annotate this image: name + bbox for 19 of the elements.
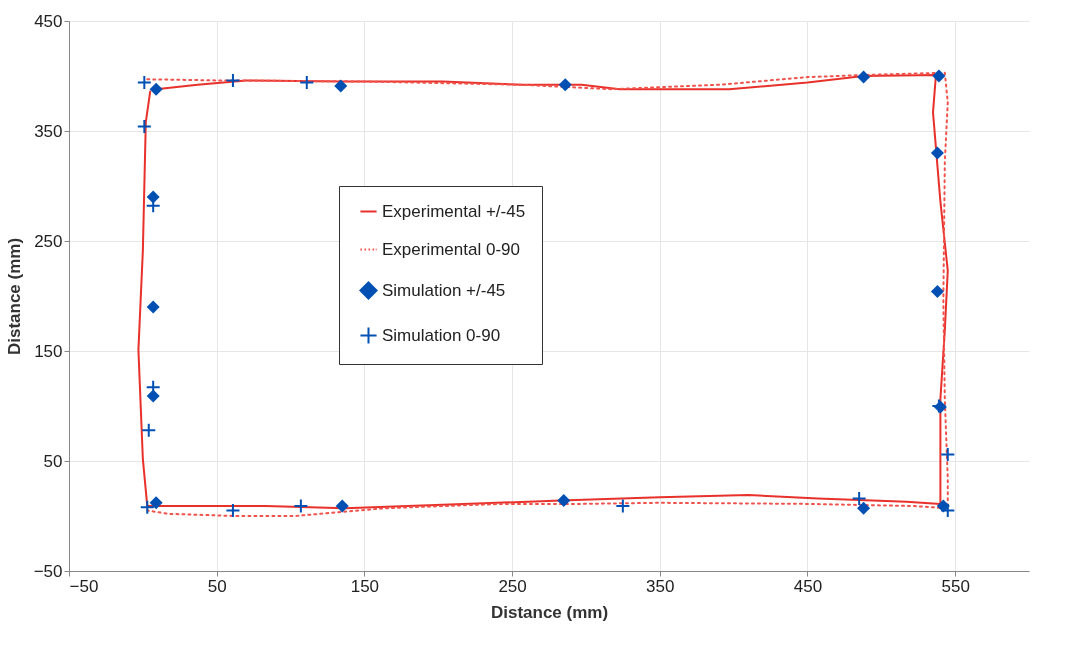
y-tick-label: 250 bbox=[34, 231, 63, 251]
x-tick-label: 450 bbox=[793, 576, 823, 596]
x-tick-label: 250 bbox=[498, 576, 527, 596]
legend-label: Simulation 0-90 bbox=[382, 325, 501, 345]
y-tick-label: −50 bbox=[33, 561, 63, 581]
x-axis-title: Distance (mm) bbox=[490, 602, 609, 622]
y-tick-label: 150 bbox=[34, 341, 63, 361]
x-tick-label: 350 bbox=[646, 576, 675, 596]
legend-label: Simulation +/-45 bbox=[382, 280, 506, 300]
legend-label: Experimental +/-45 bbox=[382, 201, 526, 221]
y-tick-label: 350 bbox=[34, 121, 63, 141]
legend-label: Experimental 0-90 bbox=[382, 239, 520, 259]
x-tick-label: 50 bbox=[207, 576, 227, 596]
y-tick-label: 50 bbox=[43, 451, 63, 471]
x-tick-label: 550 bbox=[941, 576, 970, 596]
x-tick-label: 150 bbox=[350, 576, 380, 596]
y-tick-label: 450 bbox=[34, 11, 63, 31]
x-tick-label: −50 bbox=[69, 576, 99, 596]
y-axis-title: Distance (mm) bbox=[4, 237, 24, 356]
